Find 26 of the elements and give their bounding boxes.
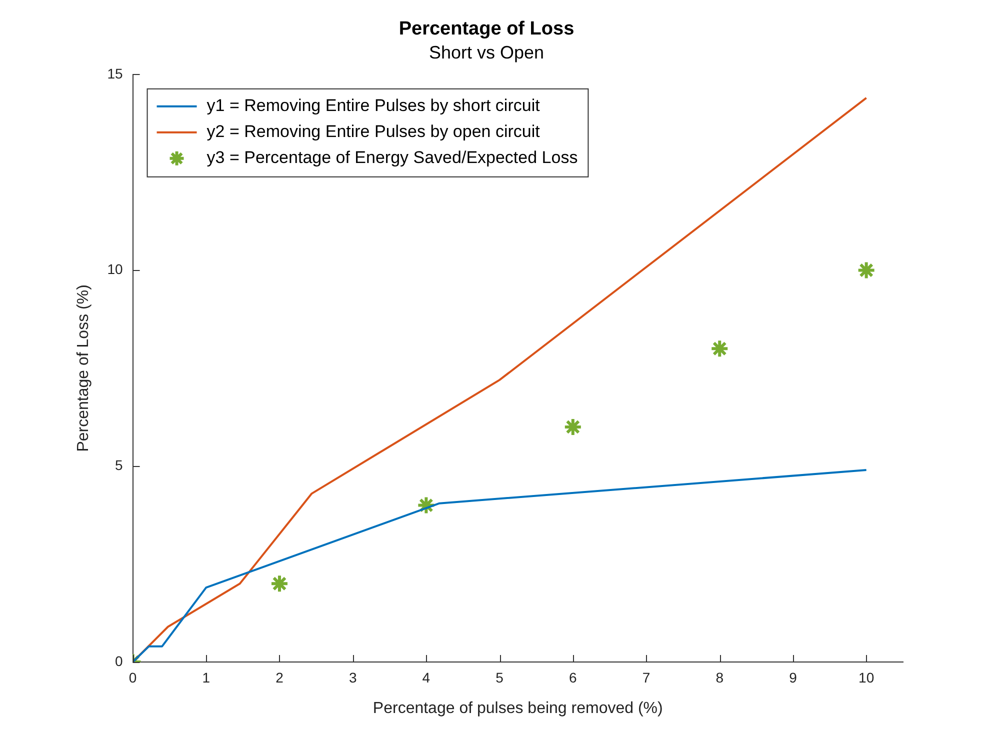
y-tick-label: 0	[114, 652, 123, 669]
point	[710, 339, 730, 358]
x-tick-label: 9	[789, 669, 798, 686]
chart-title: Percentage of Loss	[398, 18, 574, 40]
x-tick-label: 0	[128, 669, 137, 686]
y-tick-label: 10	[107, 261, 123, 278]
point	[856, 260, 876, 280]
x-tick-label: 2	[276, 669, 284, 686]
x-tick-label: 10	[858, 669, 874, 686]
y-axis-title: Percentage of Loss (%)	[75, 284, 92, 452]
x-tick-label: 3	[348, 669, 357, 686]
x-tick-label: 1	[202, 669, 210, 686]
y-tick-label: 5	[114, 456, 123, 473]
x-tick-label: 6	[569, 669, 578, 686]
legend-label: y2 = Removing Entire Pulses by open circuit	[206, 122, 540, 142]
legend-label: y1 = Removing Entire Pulses by short circuit	[206, 96, 540, 116]
point	[270, 574, 289, 594]
legend-label: y3 = Percentage of Energy Saved/Expected Loss	[206, 148, 578, 168]
x-tick-label: 8	[716, 669, 724, 686]
x-axis-title: Percentage of pulses being removed (%)	[372, 700, 663, 717]
chart-subtitle: Short vs Open	[428, 42, 544, 63]
point	[563, 417, 582, 436]
y-tick-label: 15	[107, 65, 123, 82]
x-tick-label: 5	[496, 669, 504, 686]
x-tick-label: 7	[642, 669, 650, 686]
x-tick-label: 4	[422, 669, 430, 686]
